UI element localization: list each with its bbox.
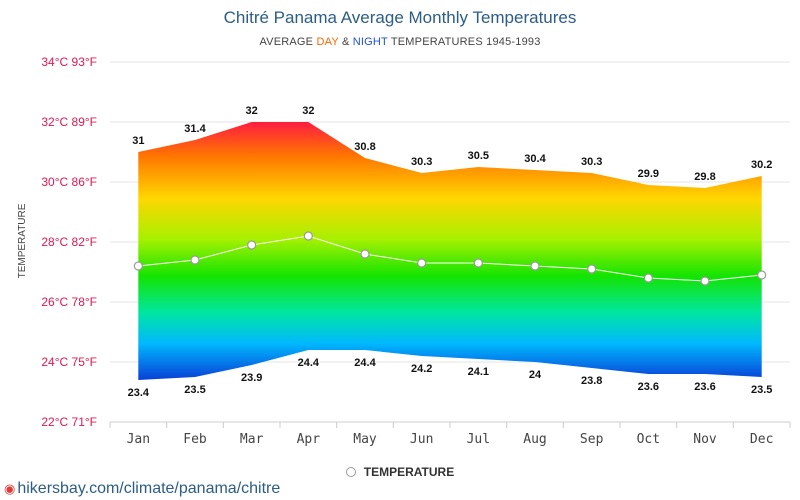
y-axis: 34°C 93°F 32°C 89°F 30°C 86°F 28°C 82°F 26°C… <box>41 55 97 429</box>
legend-label: TEMPERATURE <box>363 465 455 479</box>
average-point[interactable] <box>587 264 597 274</box>
average-point[interactable] <box>303 231 313 241</box>
x-tick-label: Sep <box>580 432 604 447</box>
subtitle-prefix: AVERAGE <box>259 36 317 48</box>
night-value-label: 24.1 <box>468 366 489 378</box>
night-value-label: 23.9 <box>241 372 262 384</box>
y-tick-label: 24°C 75°F <box>41 355 97 369</box>
average-point[interactable] <box>643 273 653 283</box>
day-value-label: 29.9 <box>638 168 659 180</box>
chart-title: Chitré Panama Average Monthly Temperatur… <box>223 8 577 27</box>
average-point[interactable] <box>700 276 710 286</box>
x-tick-label: Dec <box>750 432 773 447</box>
subtitle-night: NIGHT <box>352 36 388 48</box>
day-value-label: 30.2 <box>751 159 772 171</box>
day-value-label: 32 <box>302 105 314 117</box>
legend-marker-icon <box>345 467 356 477</box>
y-tick-label: 34°C 93°F <box>41 55 97 69</box>
day-value-label: 29.8 <box>694 171 715 183</box>
day-value-label: 30.4 <box>524 153 546 165</box>
temperature-range-area <box>138 122 762 380</box>
subtitle-suffix: TEMPERATURES 1945-1993 <box>387 36 541 48</box>
chart-subtitle: AVERAGE DAY & NIGHT TEMPERATURES 1945-19… <box>0 36 800 48</box>
y-tick-label: 28°C 82°F <box>41 235 97 249</box>
day-value-label: 30.3 <box>581 156 602 168</box>
average-point[interactable] <box>530 261 540 271</box>
day-value-label: 31 <box>132 135 144 147</box>
night-value-label: 24.4 <box>298 357 320 369</box>
night-value-label: 23.6 <box>694 381 715 393</box>
average-temperature-points <box>133 231 767 286</box>
night-value-label: 23.5 <box>751 384 772 396</box>
x-tick-label: Nov <box>693 432 717 447</box>
day-value-label: 30.5 <box>468 150 489 162</box>
average-point[interactable] <box>473 258 483 268</box>
temperature-chart: 34°C 93°F 32°C 89°F 30°C 86°F 28°C 82°F 26°C… <box>17 55 791 447</box>
map-pin-icon: ◉ <box>4 481 16 496</box>
average-point[interactable] <box>133 261 143 271</box>
x-tick-label: Mar <box>240 432 264 447</box>
night-value-label: 23.6 <box>638 381 659 393</box>
y-tick-label: 26°C 78°F <box>41 295 97 309</box>
night-value-labels: 23.4 23.5 23.9 24.4 24.4 24.2 24.1 24 23.8 23.6 23… <box>128 357 773 399</box>
legend[interactable]: TEMPERATURE <box>0 465 800 479</box>
night-value-label: 23.8 <box>581 375 602 387</box>
footer-url: hikersbay.com/climate/panama/chitre <box>17 480 281 497</box>
day-value-labels: 31 31.4 32 32 30.8 30.3 30.5 30.4 30.3 29.9 29.8 30… <box>132 105 772 183</box>
night-value-label: 24.2 <box>411 363 432 375</box>
subtitle-day: DAY <box>316 36 339 48</box>
day-value-label: 31.4 <box>184 123 206 135</box>
average-point[interactable] <box>247 240 257 250</box>
x-tick-label: Apr <box>297 432 321 447</box>
day-value-label: 32 <box>246 105 258 117</box>
x-axis: Jan Feb Mar Apr May Jun Jul Aug Sep Oct Nov Dec <box>109 421 791 447</box>
day-value-label: 30.3 <box>411 156 432 168</box>
average-point[interactable] <box>190 255 200 265</box>
x-tick-label: May <box>353 432 377 447</box>
day-value-label: 30.8 <box>354 141 375 153</box>
y-tick-label: 30°C 86°F <box>41 175 97 189</box>
night-value-label: 23.4 <box>128 387 150 399</box>
x-tick-label: Jun <box>410 432 433 447</box>
night-value-label: 24 <box>529 369 542 381</box>
subtitle-amp: & <box>338 36 353 48</box>
y-axis-label: TEMPERATURE <box>17 203 28 278</box>
average-point[interactable] <box>417 258 427 268</box>
x-tick-label: Jan <box>127 432 150 447</box>
footer-link[interactable]: ◉ hikersbay.com/climate/panama/chitre <box>4 480 280 498</box>
x-tick-label: Aug <box>523 432 546 447</box>
x-tick-label: Feb <box>183 432 207 447</box>
x-tick-label: Oct <box>637 432 660 447</box>
night-value-label: 23.5 <box>184 384 205 396</box>
average-point[interactable] <box>360 249 370 259</box>
average-point[interactable] <box>757 270 767 280</box>
average-temperature-line <box>138 235 762 282</box>
y-tick-label: 22°C 71°F <box>41 415 97 429</box>
y-tick-label: 32°C 89°F <box>41 115 97 129</box>
x-tick-label: Jul <box>467 432 490 447</box>
night-value-label: 24.4 <box>354 357 376 369</box>
